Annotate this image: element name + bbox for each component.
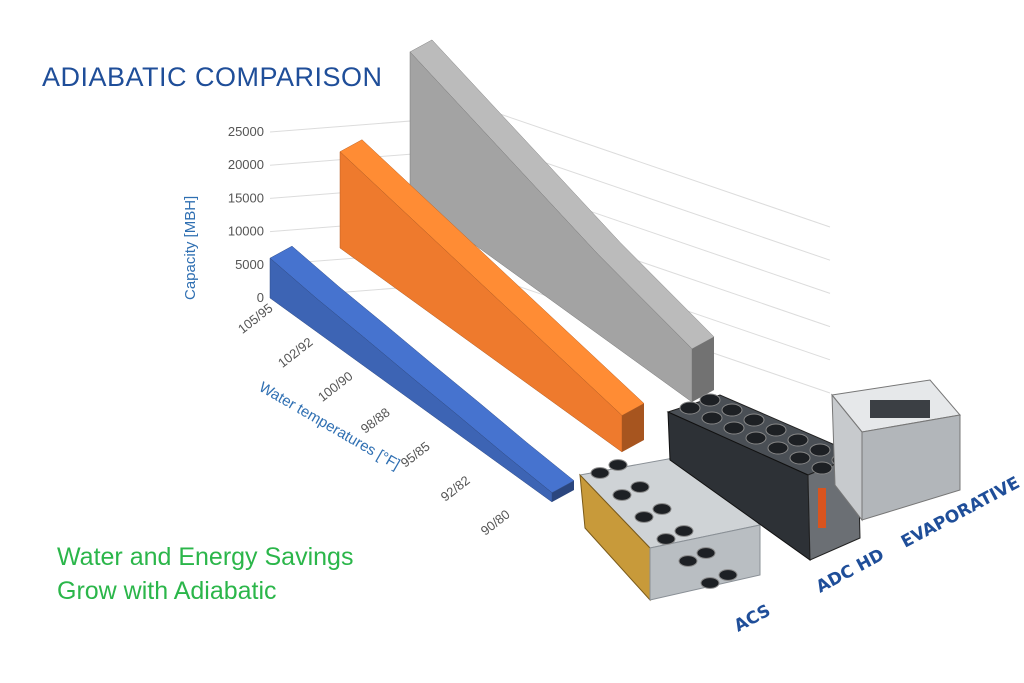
ribbon-end-0	[552, 480, 574, 502]
y-tick-label: 25000	[228, 124, 264, 139]
fan-icon	[678, 555, 698, 567]
fan-icon	[656, 533, 676, 545]
fan-icon	[701, 411, 723, 425]
fan-icon	[699, 393, 721, 407]
tagline-line-1: Water and Energy Savings	[57, 543, 354, 571]
ribbon-end-1	[622, 403, 644, 452]
fan-icon	[634, 511, 654, 523]
page-title: ADIABATIC COMPARISON	[42, 62, 383, 92]
fan-icon	[811, 461, 833, 475]
fan-icon	[630, 481, 650, 493]
x-tick-label: 90/80	[478, 507, 513, 539]
fan-icon	[723, 421, 745, 435]
fan-icon	[767, 441, 789, 455]
fan-icon	[809, 443, 831, 457]
fan-icon	[743, 413, 765, 427]
acs-unit-icon	[578, 454, 762, 602]
fan-icon	[590, 467, 610, 479]
product-label-acs: ACS	[731, 601, 774, 637]
y-tick-label: 10000	[228, 224, 264, 239]
y-tick-label: 20000	[228, 157, 264, 172]
fan-icon	[696, 547, 716, 559]
fan-icon	[789, 451, 811, 465]
y-axis-label: Capacity [MBH]	[182, 196, 199, 300]
fan-icon	[765, 423, 787, 437]
fan-icon	[652, 503, 672, 515]
x-tick-label: 102/92	[275, 334, 316, 370]
y-axis-ticks: 0 5000 10000 15000 20000 25000	[228, 124, 264, 305]
fan-icon	[679, 401, 701, 415]
fan-icon	[745, 431, 767, 445]
series-ribbons	[269, 39, 715, 503]
y-tick-label: 0	[257, 290, 264, 305]
tagline: Water and Energy Savings Grow with Adiab…	[57, 540, 353, 608]
x-tick-label: 98/88	[358, 405, 393, 437]
fan-icon	[608, 459, 628, 471]
x-tick-label: 95/85	[398, 439, 433, 471]
fan-icon	[674, 525, 694, 537]
y-tick-label: 15000	[228, 190, 264, 205]
fan-icon	[612, 489, 632, 501]
fan-icon	[700, 577, 720, 589]
ribbon-end-2	[692, 336, 714, 402]
x-tick-label: 92/82	[438, 473, 473, 505]
evaporative-tower-icon	[831, 379, 961, 522]
x-tick-label: 100/90	[315, 368, 356, 404]
fan-icon	[721, 403, 743, 417]
fan-icon	[787, 433, 809, 447]
tagline-line-2: Grow with Adiabatic	[57, 577, 277, 605]
y-tick-label: 5000	[235, 257, 264, 272]
x-tick-label: 105/95	[235, 300, 276, 336]
fan-icon	[718, 569, 738, 581]
